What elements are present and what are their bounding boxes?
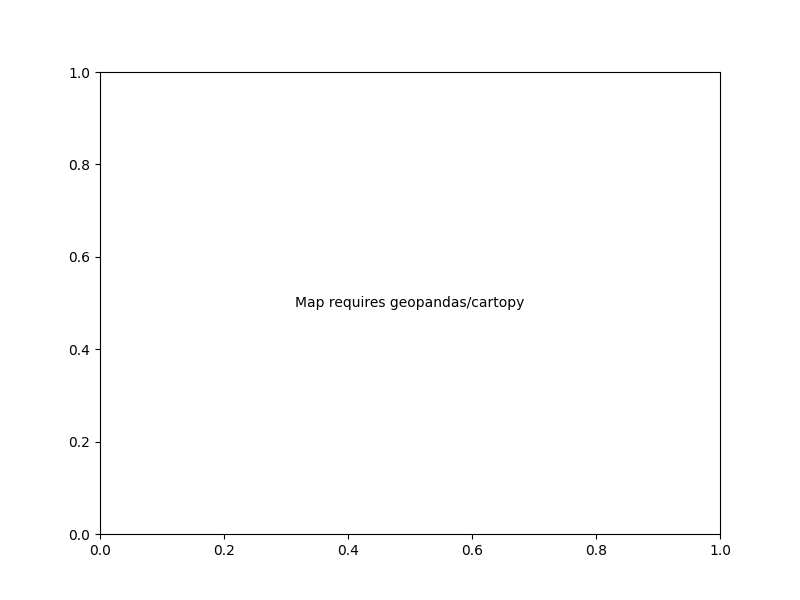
Text: Map requires geopandas/cartopy: Map requires geopandas/cartopy [295, 296, 525, 310]
